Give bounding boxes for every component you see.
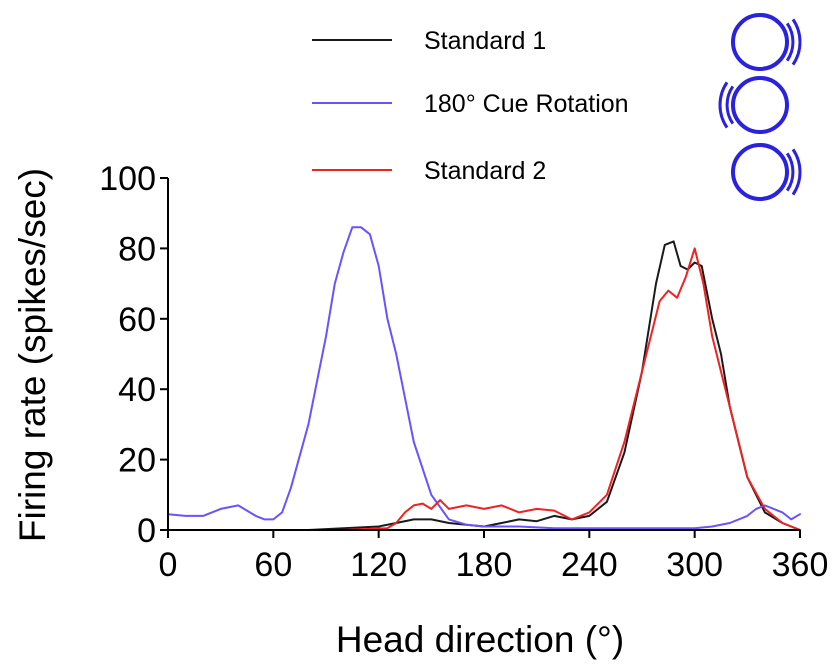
series-line-2 (167, 226, 801, 530)
x-tick-label: 360 (772, 546, 829, 584)
x-tick-label: 0 (159, 546, 178, 584)
y-axis-label: Firing rate (spikes/sec) (12, 168, 53, 542)
y-tick-label: 20 (118, 442, 156, 480)
x-tick-label: 240 (561, 546, 618, 584)
series-line-1 (167, 240, 801, 531)
x-tick-label: 120 (350, 546, 407, 584)
plot-area (167, 226, 801, 531)
legend-label: Standard 1 (424, 27, 546, 55)
y-tick-label: 0 (137, 512, 156, 550)
x-tick-label: 300 (666, 546, 723, 584)
legend-label: Standard 2 (424, 157, 546, 185)
series-line-3 (167, 247, 801, 531)
legend: Standard 1 180° Cue Rotation Standard 2 (312, 13, 802, 201)
y-tick-label: 60 (118, 301, 156, 339)
circle-cue-left-icon (718, 76, 789, 134)
x-tick-label: 60 (254, 546, 292, 584)
x-axis-label: Head direction (°) (336, 619, 624, 660)
y-tick-label: 40 (118, 371, 156, 409)
y-tick-label: 100 (99, 160, 156, 198)
circle-cue-right-icon (731, 143, 802, 201)
y-tick-label: 80 (118, 230, 156, 268)
legend-label: 180° Cue Rotation (424, 90, 629, 118)
axes: 0 20 40 60 80 100 0 60 120 180 240 300 360 (99, 160, 828, 584)
circle-cue-right-icon (731, 13, 802, 71)
x-tick-label: 180 (456, 546, 513, 584)
